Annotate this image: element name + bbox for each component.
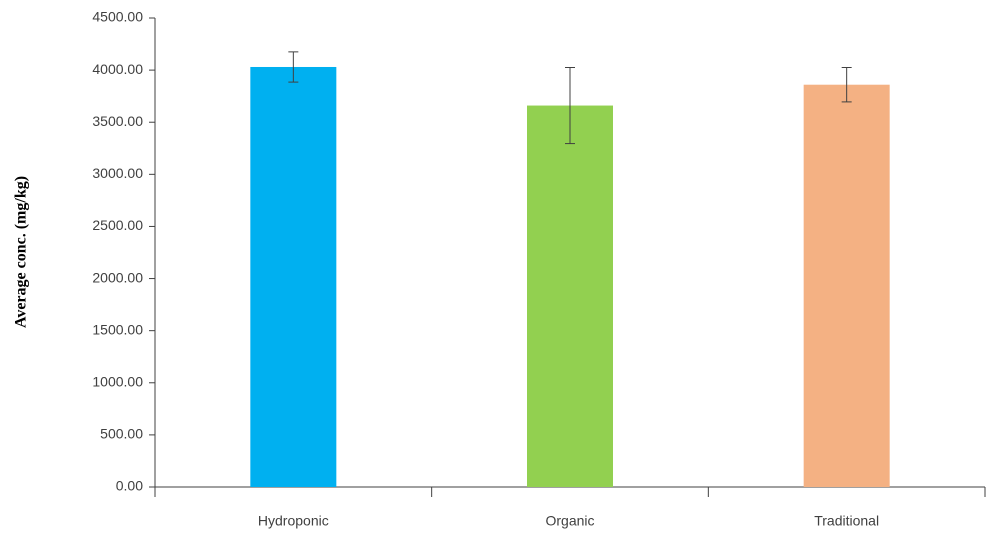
y-tick-label: 0.00 xyxy=(116,478,143,494)
y-tick-label: 1000.00 xyxy=(92,373,143,389)
error-bar xyxy=(841,67,852,103)
error-bar xyxy=(565,67,575,145)
error-bar xyxy=(288,51,299,83)
y-tick-label: 2500.00 xyxy=(92,217,143,233)
y-tick-label: 3000.00 xyxy=(92,165,143,181)
y-axis-label: Average conc. (mg/kg) xyxy=(13,176,30,328)
y-tick-label: 2000.00 xyxy=(92,269,143,285)
x-tick-label: Hydroponic xyxy=(258,513,329,529)
x-tick-label: Organic xyxy=(545,513,594,529)
y-tick-label: 4000.00 xyxy=(92,61,143,77)
y-tick-label: 4500.00 xyxy=(92,9,143,25)
bar xyxy=(527,105,613,488)
bar xyxy=(803,84,890,488)
bar xyxy=(250,66,337,488)
y-tick-label: 500.00 xyxy=(100,426,143,442)
x-tick-label: Traditional xyxy=(814,513,879,529)
y-tick-label: 1500.00 xyxy=(92,321,143,337)
y-tick-label: 3500.00 xyxy=(92,113,143,129)
